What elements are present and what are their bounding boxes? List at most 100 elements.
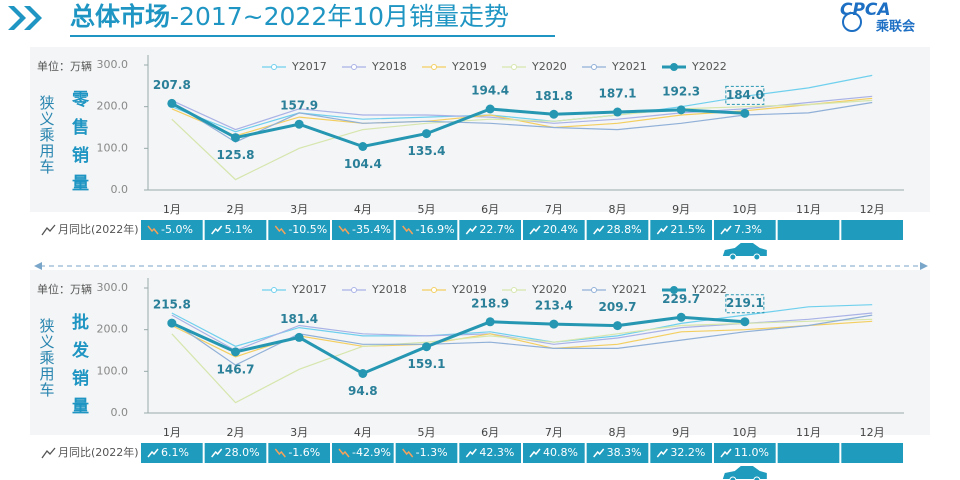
yoy-value: 20.4%	[543, 223, 578, 236]
y-tick-label: 0.0	[111, 183, 129, 196]
x-tick-label: 5月	[418, 203, 436, 216]
yoy-value: 32.2%	[670, 446, 705, 459]
yoy-value: -5.0%	[161, 223, 193, 236]
yoy-cell	[141, 443, 203, 463]
point	[231, 133, 240, 143]
yoy-cell	[268, 443, 330, 463]
legend-dot	[431, 64, 437, 70]
car-wheel	[729, 476, 737, 480]
yoy-trend	[656, 225, 668, 235]
point	[485, 317, 495, 327]
value-label: 192.3	[662, 84, 700, 98]
yoy-cell	[523, 443, 585, 463]
logo-brand: CPCA	[840, 0, 891, 20]
point	[422, 129, 431, 139]
legend-label: Y2018	[371, 60, 407, 73]
x-tick-label: 12月	[860, 203, 885, 216]
value-label: 157.9	[280, 99, 318, 113]
yoy-cell	[586, 443, 649, 463]
highlight-box	[725, 294, 765, 314]
line	[171, 74, 873, 133]
yoy-cell	[777, 443, 840, 463]
value-label: 94.8	[348, 384, 378, 398]
value-label: 215.8	[153, 298, 191, 312]
yoy-trend	[720, 225, 732, 235]
title-main: 总体市场	[70, 2, 170, 31]
yoy-icon	[41, 447, 56, 459]
y-tick-label: 200.0	[97, 323, 129, 336]
yoy-value: -10.5%	[288, 223, 327, 236]
yoy-trend	[720, 448, 732, 458]
panel	[30, 270, 930, 435]
car-icon	[722, 243, 767, 256]
title-rest: -2017~2022年10月销量走势	[170, 2, 509, 31]
point	[358, 142, 368, 151]
yoy-value: -1.3%	[416, 446, 448, 459]
yoy-value: 7.3%	[734, 223, 762, 236]
yoy-trend	[274, 225, 286, 235]
point	[294, 119, 304, 129]
yoy-cell	[777, 220, 840, 240]
yoy-trend	[593, 225, 605, 235]
legend-dot	[670, 286, 678, 294]
yoy-trend	[465, 448, 477, 458]
x-tick-label: 4月	[354, 203, 372, 216]
point	[549, 109, 559, 119]
value-label: 104.4	[344, 157, 382, 171]
legend-label: Y2020	[531, 283, 567, 296]
yoy-value: 6.1%	[161, 446, 189, 459]
yoy-label: 月同比(2022年)	[58, 222, 139, 236]
x-tick-label: 10月	[732, 203, 757, 216]
legend-label: Y2019	[451, 283, 487, 296]
yoy-trend	[338, 225, 350, 235]
x-tick-label: 9月	[672, 426, 690, 439]
side-label: 零售销量	[68, 90, 90, 202]
y-axis-label: 狭义乘用车	[38, 95, 56, 175]
yoy-cell	[841, 220, 903, 240]
x-tick-label: 6月	[481, 203, 499, 216]
legend-dot	[591, 287, 597, 293]
yoy-cell	[204, 220, 267, 240]
x-tick-label: 2月	[227, 426, 245, 439]
value-label: 181.8	[535, 89, 573, 103]
x-tick-label: 10月	[732, 426, 757, 439]
line	[171, 318, 873, 404]
legend-dot	[511, 287, 517, 293]
yoy-value: 28.8%	[607, 223, 642, 236]
yoy-value: 28.0%	[225, 446, 260, 459]
panel	[30, 47, 930, 212]
yoy-value: 42.3%	[479, 446, 514, 459]
yoy-value: 22.7%	[479, 223, 514, 236]
point	[740, 108, 750, 118]
value-label: 135.4	[408, 144, 446, 158]
x-tick-label: 11月	[796, 426, 821, 439]
y-tick-label: 0.0	[111, 406, 129, 419]
yoy-cell	[332, 220, 394, 240]
car-wheel	[753, 253, 761, 261]
value-label: 184.0	[726, 88, 764, 102]
legend-label: Y2020	[531, 60, 567, 73]
yoy-trend	[465, 225, 477, 235]
x-tick-label: 3月	[290, 203, 308, 216]
point	[613, 321, 622, 331]
legend-dot	[431, 287, 437, 293]
legend-label: Y2022	[691, 60, 727, 73]
legend-label: Y2017	[291, 283, 327, 296]
yoy-cell	[714, 220, 776, 240]
logo-text: 乘联会	[875, 19, 916, 35]
yoy-label: 月同比(2022年)	[58, 445, 139, 459]
title: 总体市场-2017~2022年10月销量走势	[70, 2, 509, 31]
x-tick-label: 6月	[481, 426, 499, 439]
value-label: 146.7	[217, 362, 255, 376]
value-label: 159.1	[408, 357, 446, 371]
yoy-trend	[529, 225, 541, 235]
x-tick-label: 3月	[290, 426, 308, 439]
yoy-cell	[523, 220, 585, 240]
y-axis-label: 狭义乘用车	[38, 318, 56, 398]
title-icon	[8, 6, 42, 30]
value-label: 207.8	[153, 78, 191, 92]
value-label: 229.7	[662, 292, 700, 306]
yoy-cell	[395, 220, 458, 240]
point	[613, 107, 622, 117]
yoy-trend	[593, 448, 605, 458]
